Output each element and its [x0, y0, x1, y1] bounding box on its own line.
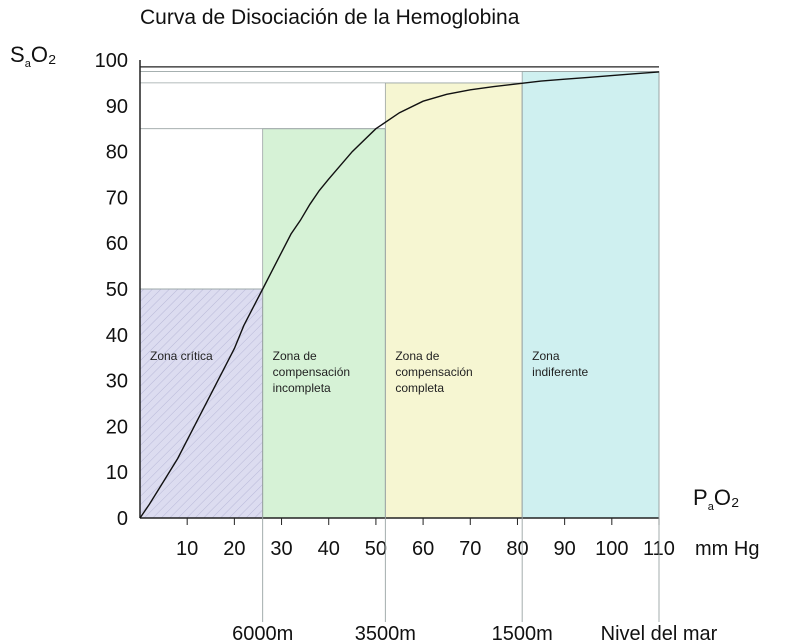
y-tick-label: 80: [106, 142, 128, 164]
y-tick-label: 70: [106, 187, 128, 209]
y-axis-label: SaO₂: [10, 42, 56, 70]
altitude-label: 1500m: [492, 623, 553, 644]
y-tick-labels: 0 10 20 30 40 50 60 70 80 90 100: [95, 50, 128, 530]
x-tick-labels: 10 20 30 40 50 60 70 80 90 100 110: [176, 518, 675, 560]
x-tick-label: 40: [318, 538, 340, 560]
dissociation-curve: [139, 71, 660, 519]
zone-label: Zona crítica: [150, 349, 213, 363]
altitude-label: 6000m: [232, 623, 293, 644]
altitude-label: Nivel del mar: [601, 623, 718, 644]
zone-label: Zona indiferente: [532, 349, 588, 379]
zone-rect: [139, 288, 264, 519]
y-tick-label: 50: [106, 279, 128, 301]
y-tick-label: 30: [106, 371, 128, 393]
zone-label: Zona de compensación incompleta: [273, 349, 350, 395]
x-tick-label: 100: [595, 538, 628, 560]
x-tick-label: 90: [554, 538, 576, 560]
x-tick-label: 50: [365, 538, 387, 560]
zone-rect: [384, 82, 523, 519]
zone-rect: [521, 71, 660, 519]
y-tick-label: 90: [106, 96, 128, 118]
guide-lines: [140, 71, 659, 290]
y-tick-label: 100: [95, 50, 128, 72]
zone-rect: [262, 128, 386, 519]
x-tick-label: 70: [459, 538, 481, 560]
x-axis-label: PaO₂: [693, 485, 739, 513]
y-tick-label: 0: [117, 508, 128, 530]
x-tick-label: 10: [176, 538, 198, 560]
x-axis-unit: mm Hg: [695, 538, 759, 560]
x-tick-label: 30: [270, 538, 292, 560]
y-tick-label: 40: [106, 325, 128, 347]
zone-label: Zona de compensación completa: [395, 349, 472, 395]
zone-labels: Zona crítica Zona de compensación incomplet…: [150, 349, 589, 395]
altitude-label: 3500m: [355, 623, 416, 644]
x-tick-label: 20: [223, 538, 245, 560]
chart-title: Curva de Disociación de la Hemoglobina: [140, 6, 520, 29]
y-tick-label: 20: [106, 416, 128, 438]
y-tick-label: 10: [106, 462, 128, 484]
x-tick-label: 60: [412, 538, 434, 560]
zones-layer: [139, 71, 660, 519]
y-tick-label: 60: [106, 233, 128, 255]
x-tick-label: 80: [506, 538, 528, 560]
altitude-markers: 6000m 3500m 1500m Nivel del mar: [232, 71, 718, 644]
